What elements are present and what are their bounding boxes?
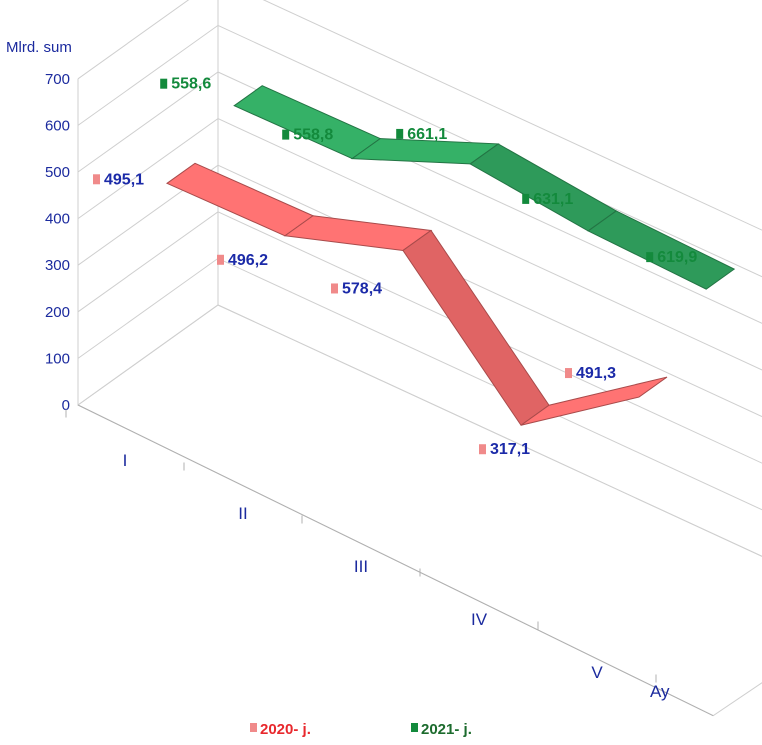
y-tick-label: 700 — [45, 71, 70, 88]
series-2021j-segment — [469, 143, 618, 232]
data-label: 619,9 — [657, 249, 697, 266]
data-marker — [217, 254, 224, 265]
x-tick-label: II — [238, 504, 247, 523]
y-axis-title: Mlrd. sum — [6, 39, 72, 56]
data-label: 578,4 — [342, 280, 382, 297]
y-tick-label: 0 — [62, 397, 70, 414]
x-tick-label: III — [354, 557, 368, 576]
legend: 2020- j. 2021- j. — [250, 721, 472, 738]
y-tick-label: 300 — [45, 257, 70, 274]
data-marker — [282, 129, 290, 140]
data-label: 495,1 — [104, 171, 144, 188]
data-marker — [646, 252, 654, 263]
ribbon-layer — [165, 85, 736, 426]
chart-floor — [77, 304, 762, 717]
data-label: 496,2 — [228, 252, 268, 269]
legend-label-2021: 2021- j. — [421, 721, 472, 738]
x-axis-line — [77, 404, 714, 717]
x-tick-label: V — [591, 663, 603, 682]
data-label: 661,1 — [407, 126, 447, 143]
data-marker — [331, 283, 338, 294]
data-marker — [160, 78, 168, 89]
gridline — [77, 0, 762, 231]
data-label: 631,1 — [533, 191, 573, 208]
series-2020j-segment — [283, 215, 433, 251]
data-label: 558,6 — [171, 76, 211, 93]
y-tick-label: 600 — [45, 117, 70, 134]
data-label: 558,8 — [293, 127, 333, 144]
label-layer: 495,1 496,2 578,4 317,1 491,3 558,6 558,8 661,1… — [93, 76, 697, 458]
data-marker — [93, 174, 100, 185]
data-marker — [522, 193, 530, 204]
legend-swatch-2020 — [250, 723, 257, 732]
x-tick-label: I — [123, 451, 128, 470]
y-tick-label: 400 — [45, 211, 70, 228]
gridline — [77, 71, 762, 324]
data-marker — [396, 128, 404, 139]
y-tick-label: 500 — [45, 164, 70, 181]
data-label: 491,3 — [576, 365, 616, 382]
data-marker — [479, 444, 486, 455]
x-tick-label: IV — [471, 610, 488, 629]
series-2020j-segment — [520, 376, 668, 426]
series-2021j-segment — [233, 85, 382, 160]
series-2021j-segment — [587, 210, 736, 290]
series-2020j-segment — [402, 229, 550, 426]
y-tick-label: 200 — [45, 304, 70, 321]
y-tick-label: 100 — [45, 350, 70, 367]
series-2020j-segment — [165, 162, 315, 237]
legend-label-2020: 2020- j. — [260, 721, 311, 738]
legend-swatch-2021 — [411, 723, 418, 732]
data-label: 317,1 — [490, 441, 530, 458]
x-axis-title: Ay — [650, 682, 670, 701]
data-marker — [565, 368, 572, 379]
